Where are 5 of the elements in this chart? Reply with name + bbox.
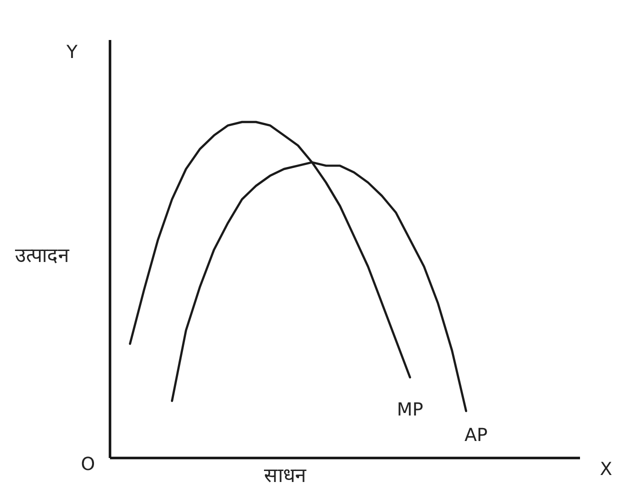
xlabel: साधन bbox=[264, 463, 306, 487]
ylabel: उत्पादन bbox=[15, 243, 69, 267]
annotation: X bbox=[600, 459, 612, 480]
annotation: O bbox=[80, 454, 96, 475]
annotation: Y bbox=[66, 42, 78, 63]
